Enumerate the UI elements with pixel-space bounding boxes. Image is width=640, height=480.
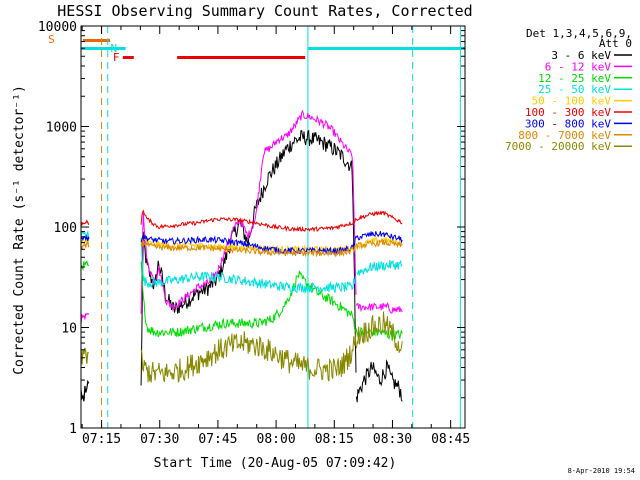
x-tick-label: 08:00 [257,432,296,447]
y-tick-label: 1000 [46,121,77,136]
series-3-6-keV-group [81,129,403,403]
legend-entry-label: 12 - 25 keV [538,72,611,85]
x-tick-label: 07:30 [140,432,179,447]
night-bar [81,47,126,50]
series-line [140,240,357,258]
chart-title: HESSI Observing Summary Count Rates, Cor… [57,2,472,20]
series-line-start [81,379,90,402]
legend-entry-label: 7000 - 20000 keV [505,140,611,153]
series-line [355,301,403,314]
axes-layer: 07:15 07:30 07:45 08:00 08:15 08:30 08:45 1 10 10… [38,20,470,447]
series-25-50-keV-group [81,230,403,295]
series-line [140,238,357,295]
series-line-start [81,219,90,227]
plot-frame [80,25,466,429]
night-bar [307,47,465,50]
series-line [356,259,403,276]
legend-entry-label: 6 - 12 keV [545,60,612,73]
series-6-12-keV-group [81,109,403,324]
y-tick-label: 10000 [38,20,77,35]
y-tick-label: 1 [69,422,77,437]
series-line-start [81,230,90,239]
series-100-300-keV-group [81,209,403,233]
y-tick-label: 100 [54,221,77,236]
legend-header-line: Att 0 [599,37,632,50]
series-line [355,238,403,250]
series-800-7000-keV-group [81,238,403,258]
legend-entry-label: 3 - 6 keV [551,49,611,62]
legend-entry-label: 100 - 300 keV [525,106,611,119]
x-axis-label: Start Time (20-Aug-05 07:09:42) [154,456,397,471]
x-tick-label: 08:45 [431,432,470,447]
legend-header-line: Det 1,3,4,5,6,9, [526,27,632,40]
flare-flag-label: F [113,51,120,64]
saa-flag-label: S [48,33,55,46]
legend-entry-label: 50 - 100 keV [532,95,612,108]
series-line [355,230,403,244]
legend-entry-label: 800 - 7000 keV [518,129,611,142]
series-line-start [81,347,89,365]
saa-bar [82,39,111,42]
series-7000-20000-keV-group [81,311,403,383]
series-line [140,109,357,314]
footer-timestamp: 8-Apr-2010 19:54 [568,467,635,475]
x-tick-label: 08:30 [373,432,412,447]
series-line [355,359,403,403]
series-line [355,311,403,353]
series-line-start [81,260,90,271]
series-line-start [81,312,90,324]
x-tick-label: 08:15 [315,432,354,447]
series-line-start [81,241,90,250]
x-tick-label: 07:45 [198,432,237,447]
x-tick-label: 07:15 [82,432,121,447]
legend-entry-label: 300 - 800 keV [525,117,611,130]
legend-entry-label: 25 - 50 keV [538,83,611,96]
flare-bar [177,56,306,59]
series-line [355,210,403,225]
y-tick-label: 10 [61,322,77,337]
series-layer [81,109,403,403]
flag-layer: S FN [48,26,465,428]
series-line [140,328,357,383]
night-flag-label: N [110,42,117,55]
y-axis-label: Corrected Count Rate (s⁻¹ detector⁻¹) [12,85,27,375]
series-line [140,209,357,233]
series-line [140,234,357,256]
series-line [140,261,357,338]
flare-bar [122,56,134,59]
